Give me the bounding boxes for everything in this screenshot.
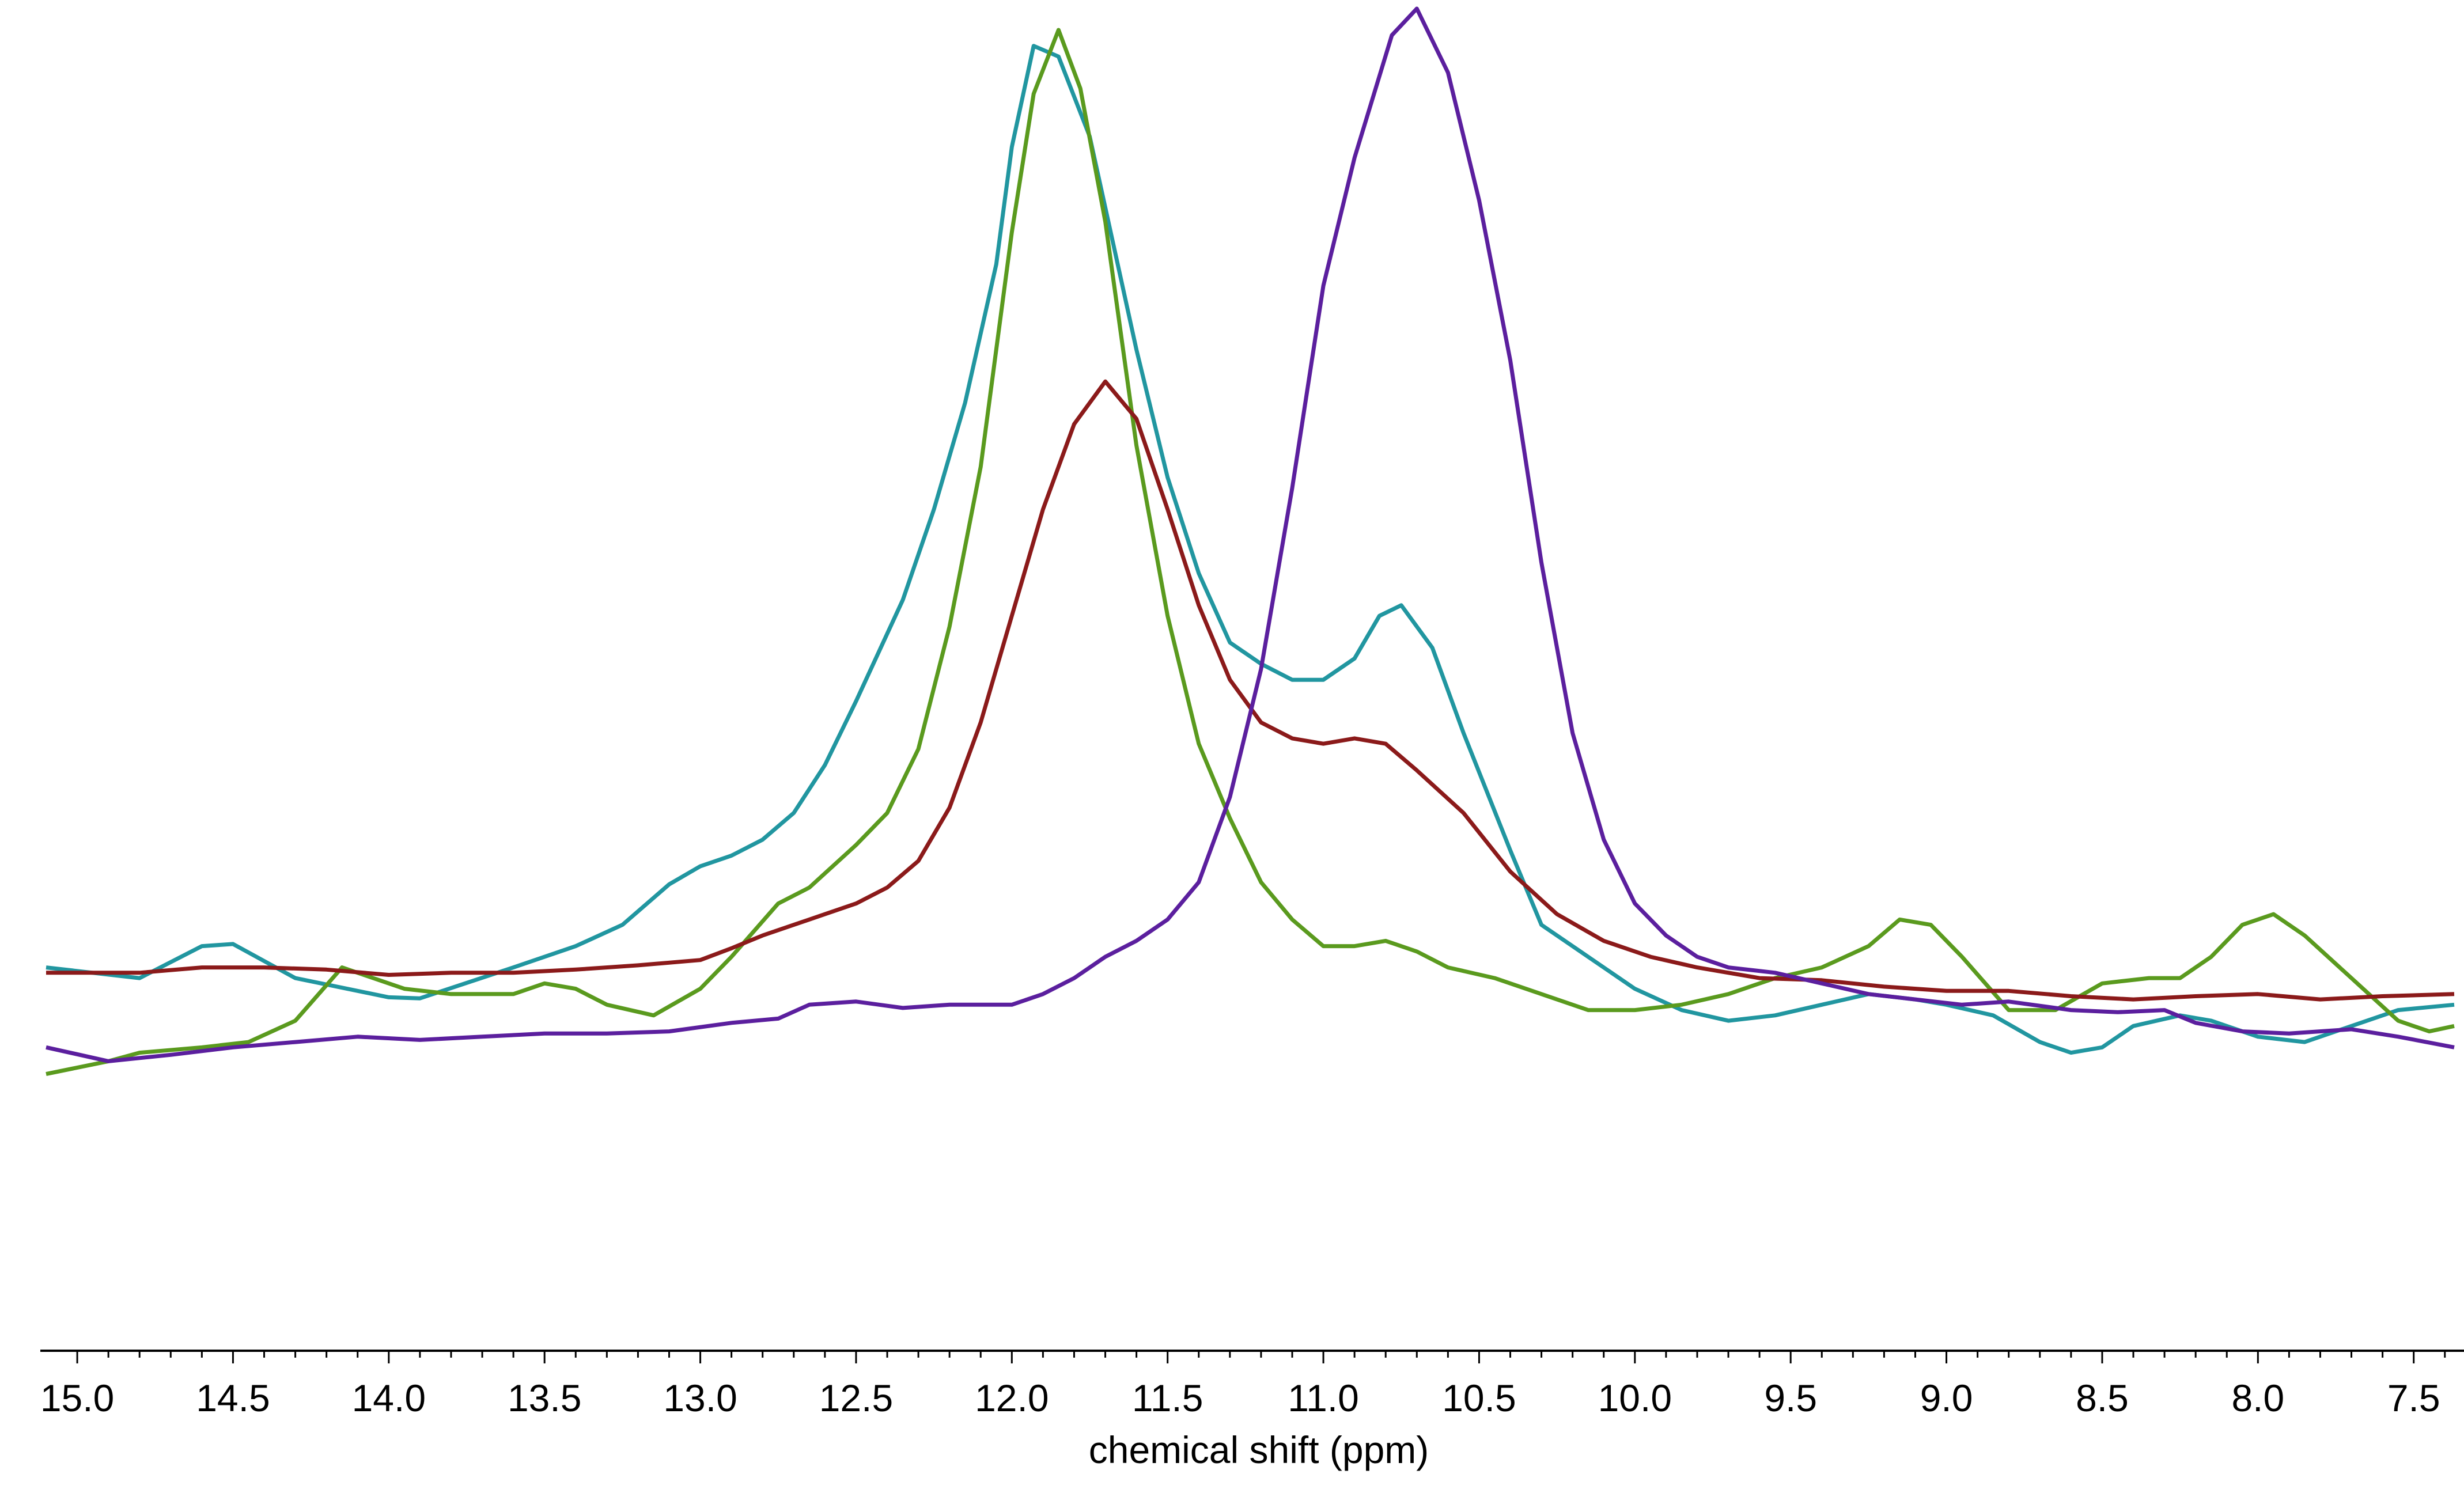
x-axis-title: chemical shift (ppm) [1089, 1428, 1429, 1471]
series-line-1 [46, 44, 2455, 1055]
x-tick-label: 13.5 [508, 1377, 581, 1419]
x-tick-label: 8.5 [2076, 1377, 2129, 1419]
series-layer [46, 6, 2455, 1077]
x-tick-label: 15.0 [40, 1377, 114, 1419]
series-line-4 [46, 6, 2455, 1063]
x-tick-label: 14.0 [352, 1377, 426, 1419]
x-tick-label: 8.0 [2231, 1377, 2284, 1419]
x-tick-label: 13.0 [663, 1377, 737, 1419]
series-line-3 [46, 379, 2455, 1002]
x-tick-label: 11.0 [1288, 1377, 1359, 1419]
x-tick-label: 9.5 [1764, 1377, 1817, 1419]
x-axis-ticks: 15.0 14.5 14.0 13.5 13.0 12.5 12.0 11.5 11.0 10.5… [40, 1351, 2446, 1419]
x-tick-label: 9.0 [1920, 1377, 1973, 1419]
x-tick-label: 10.5 [1442, 1377, 1516, 1419]
x-tick-label: 7.5 [2387, 1377, 2440, 1419]
x-tick-label: 10.0 [1598, 1377, 1672, 1419]
x-tick-label: 12.0 [975, 1377, 1049, 1419]
x-tick-label: 12.5 [819, 1377, 893, 1419]
series-line-2 [46, 28, 2455, 1077]
x-tick-label: 11.5 [1132, 1377, 1203, 1419]
x-tick-label: 14.5 [196, 1377, 270, 1419]
